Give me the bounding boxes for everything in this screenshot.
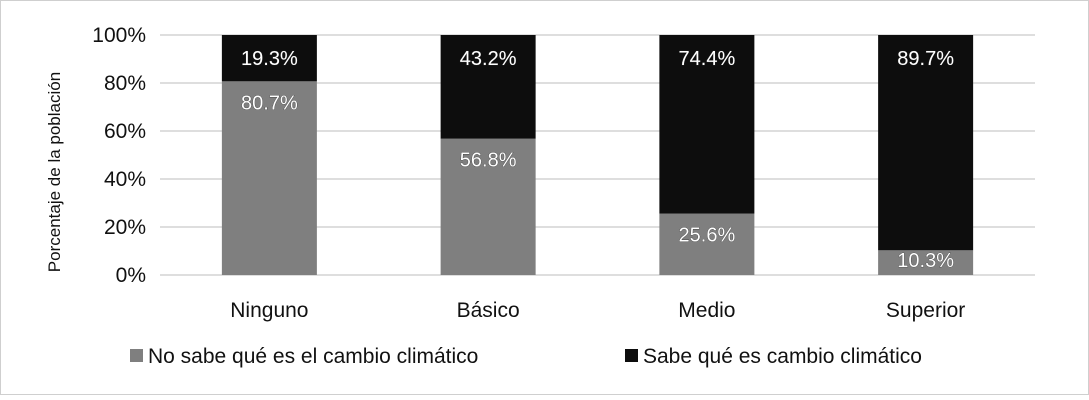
data-label: 74.4% xyxy=(679,48,736,70)
y-tick-label: 20% xyxy=(104,216,146,239)
bar-segment xyxy=(878,35,974,251)
bar-segment xyxy=(659,35,755,214)
y-tick-label: 40% xyxy=(104,168,146,191)
bar-segment xyxy=(440,35,536,139)
legend-swatch xyxy=(625,349,638,362)
data-label: 25.6% xyxy=(679,225,736,247)
bar-segment xyxy=(659,213,755,275)
x-category-label: Medio xyxy=(678,299,735,322)
x-category-label: Básico xyxy=(457,299,520,322)
y-tick-label: 100% xyxy=(92,24,146,47)
y-tick-label: 80% xyxy=(104,72,146,95)
legend-swatch xyxy=(130,349,143,362)
data-label: 80.7% xyxy=(241,92,298,114)
bar-segment xyxy=(878,250,974,275)
y-tick-label: 60% xyxy=(104,120,146,143)
data-label: 56.8% xyxy=(460,150,517,172)
bar-segment xyxy=(221,35,317,82)
legend: No sabe qué es el cambio climático Sabe q… xyxy=(130,345,922,368)
y-axis-ticks: 0% 20% 40% 60% 80% 100% xyxy=(92,24,146,287)
data-label: 10.3% xyxy=(897,250,954,272)
x-category-label: Superior xyxy=(886,299,965,322)
legend-label: Sabe qué es cambio climático xyxy=(643,345,922,368)
bar-segment xyxy=(221,81,317,275)
bar-segment xyxy=(440,138,536,275)
y-axis-label: Porcentaje de la población xyxy=(45,72,64,272)
bars: 80.7% 19.3% 56.8% 43.2% 25.6% 74.4% 10.3% 89.7% xyxy=(221,35,974,275)
y-tick-label: 0% xyxy=(116,264,146,287)
x-axis-categories: Ninguno Básico Medio Superior xyxy=(230,299,965,322)
data-label: 19.3% xyxy=(241,48,298,70)
x-category-label: Ninguno xyxy=(230,299,308,322)
legend-label: No sabe qué es el cambio climático xyxy=(148,345,478,368)
data-label: 89.7% xyxy=(897,48,954,70)
data-label: 43.2% xyxy=(460,48,517,70)
